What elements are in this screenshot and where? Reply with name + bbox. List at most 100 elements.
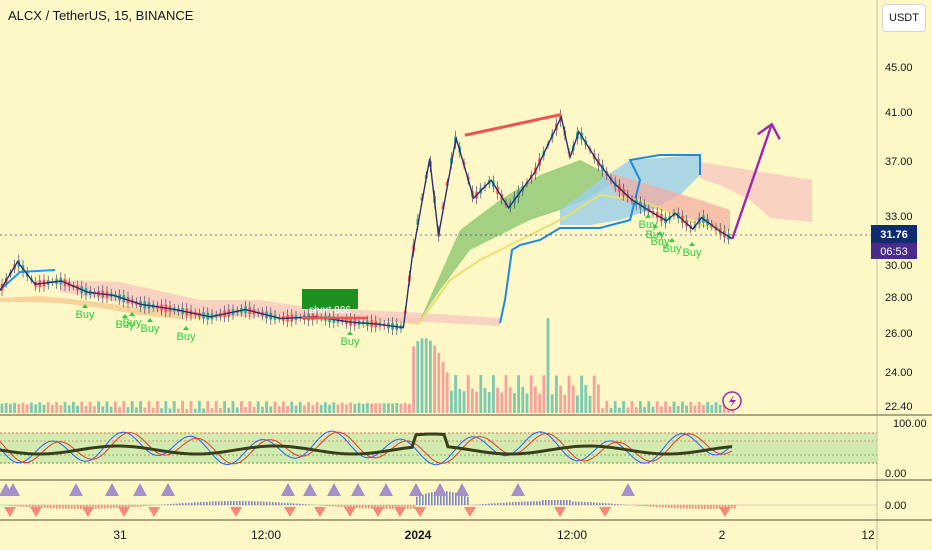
macd-bar bbox=[140, 505, 142, 507]
macd-bar bbox=[680, 505, 682, 509]
volume-bar bbox=[269, 406, 273, 413]
blue-trail-line bbox=[499, 154, 701, 324]
time-tick: 12:00 bbox=[251, 528, 281, 542]
macd-bar bbox=[377, 505, 379, 509]
volume-bar bbox=[139, 401, 142, 413]
volume-bar bbox=[143, 407, 147, 413]
volume-bar bbox=[9, 403, 12, 413]
volume-bar bbox=[88, 401, 92, 413]
macd-bar bbox=[464, 495, 466, 505]
volume-bar bbox=[55, 402, 58, 413]
volume-bar bbox=[534, 386, 537, 413]
macd-bar bbox=[224, 501, 226, 505]
volume-bar bbox=[63, 401, 67, 413]
macd-bar bbox=[548, 500, 550, 505]
macd-bar bbox=[425, 493, 427, 505]
volume-bar bbox=[114, 401, 117, 413]
volume-bar bbox=[521, 386, 525, 413]
volume-bar bbox=[580, 375, 583, 413]
macd-bar bbox=[167, 504, 169, 505]
volume-bar bbox=[563, 394, 567, 413]
macd-bar bbox=[590, 502, 592, 505]
macd-bar bbox=[293, 503, 295, 505]
macd-bar bbox=[497, 503, 499, 505]
macd-bar bbox=[17, 505, 19, 507]
macd-bar bbox=[23, 505, 25, 507]
macd-bar bbox=[215, 501, 217, 505]
macd-bar bbox=[68, 505, 70, 509]
volume-bar bbox=[349, 402, 352, 413]
macd-bar bbox=[731, 505, 733, 509]
volume-bar bbox=[609, 408, 613, 413]
macd-bar bbox=[26, 505, 28, 507]
green-cloud bbox=[420, 160, 610, 320]
volume-bar bbox=[592, 375, 596, 413]
volume-bar bbox=[634, 407, 638, 413]
volume-bar bbox=[336, 404, 340, 413]
macd-bar bbox=[101, 505, 103, 509]
macd-bar bbox=[284, 502, 286, 505]
macd-bar bbox=[164, 504, 166, 505]
macd-bar bbox=[125, 505, 127, 508]
macd-bar bbox=[698, 505, 700, 509]
volume-bar bbox=[714, 402, 718, 413]
volume-bar bbox=[403, 402, 407, 413]
macd-bar bbox=[530, 501, 532, 505]
volume-bar bbox=[571, 385, 575, 413]
macd-bar bbox=[263, 501, 265, 505]
macd-bar bbox=[176, 503, 178, 505]
macd-bar bbox=[173, 503, 175, 505]
volume-bar bbox=[475, 391, 478, 413]
macd-bar bbox=[296, 503, 298, 505]
macd-bar bbox=[365, 505, 367, 509]
currency-button[interactable]: USDT bbox=[882, 4, 926, 32]
macd-bar bbox=[536, 501, 538, 505]
macd-bar bbox=[572, 501, 574, 505]
macd-bar bbox=[302, 504, 304, 505]
macd-bar bbox=[230, 501, 232, 505]
time-tick: 12:00 bbox=[557, 528, 587, 542]
macd-bar bbox=[341, 505, 343, 508]
macd-bar bbox=[86, 505, 88, 509]
triangle-down bbox=[4, 507, 16, 517]
volume-bar bbox=[676, 405, 680, 413]
macd-bar bbox=[143, 505, 145, 507]
macd-bar bbox=[95, 505, 97, 509]
macd-bar bbox=[410, 505, 412, 509]
macd-bar bbox=[668, 505, 670, 508]
volume-bar bbox=[303, 405, 306, 413]
macd-bar bbox=[83, 505, 85, 509]
macd-bar bbox=[137, 505, 139, 507]
volume-bar bbox=[513, 393, 516, 413]
volume-bar bbox=[668, 406, 672, 413]
macd-bar bbox=[533, 501, 535, 505]
volume-bar bbox=[374, 403, 378, 413]
macd-bar bbox=[482, 504, 484, 505]
macd-bar bbox=[59, 505, 61, 509]
macd-bar bbox=[380, 505, 382, 509]
volume-bar bbox=[387, 403, 390, 413]
volume-bar bbox=[328, 404, 331, 413]
macd-bar bbox=[677, 505, 679, 509]
volume-bar bbox=[559, 385, 562, 413]
price-axis: 45.00 41.00 37.00 33.00 30.00 28.00 26.00 24.00… bbox=[885, 62, 913, 413]
macd-bar bbox=[635, 505, 637, 506]
orange-cloud bbox=[0, 296, 420, 325]
macd-bar bbox=[71, 505, 73, 509]
volume-bar bbox=[584, 384, 588, 413]
volume-bar bbox=[294, 405, 298, 413]
buy-label: Buy bbox=[123, 317, 142, 329]
macd-bar bbox=[323, 505, 325, 506]
lightning-icon[interactable] bbox=[722, 391, 742, 411]
time-axis: 31 12:00 2024 12:00 2 12 bbox=[113, 528, 875, 542]
volume-bar bbox=[298, 401, 302, 413]
price-tick: 41.00 bbox=[885, 107, 913, 119]
triangle-down bbox=[230, 507, 242, 517]
volume-bar bbox=[500, 392, 504, 413]
macd-bar bbox=[557, 500, 559, 505]
volume-bar bbox=[517, 375, 520, 413]
volume-bar bbox=[38, 402, 42, 413]
macd-bar bbox=[119, 505, 121, 508]
triangle-up bbox=[351, 483, 365, 496]
